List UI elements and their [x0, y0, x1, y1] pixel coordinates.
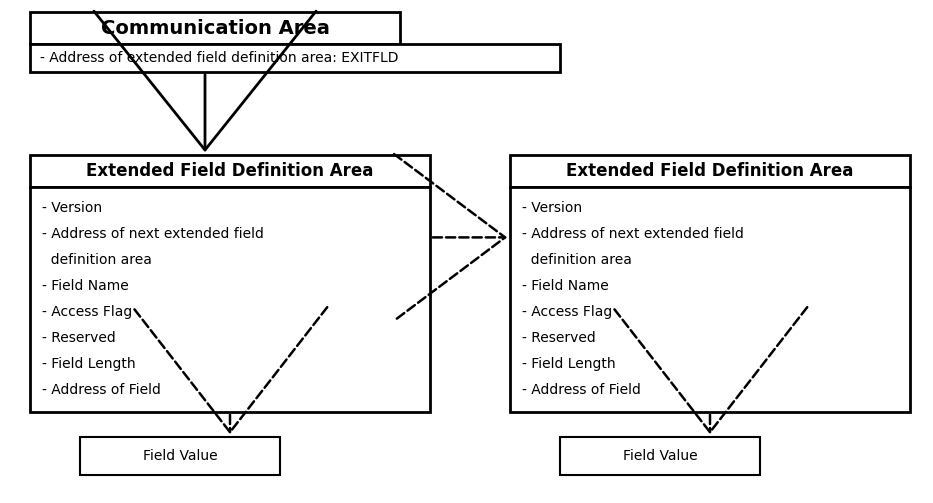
Text: Communication Area: Communication Area — [101, 19, 329, 38]
Text: - Field Name: - Field Name — [522, 279, 608, 293]
Bar — [30, 187, 430, 412]
Text: - Field Length: - Field Length — [522, 357, 616, 371]
Text: - Version: - Version — [42, 201, 102, 215]
Bar — [30, 44, 560, 72]
Text: - Address of extended field definition area: EXITFLD: - Address of extended field definition a… — [40, 51, 398, 65]
Bar — [80, 437, 280, 475]
Text: - Reserved: - Reserved — [42, 331, 116, 345]
Text: Field Value: Field Value — [143, 449, 217, 463]
Text: - Address of next extended field: - Address of next extended field — [42, 227, 264, 241]
Text: Extended Field Definition Area: Extended Field Definition Area — [566, 162, 854, 180]
Text: - Access Flag: - Access Flag — [522, 305, 612, 319]
Bar — [30, 155, 430, 187]
Text: Field Value: Field Value — [622, 449, 697, 463]
Text: - Address of next extended field: - Address of next extended field — [522, 227, 744, 241]
Text: definition area: definition area — [42, 253, 152, 267]
Text: - Access Flag: - Access Flag — [42, 305, 132, 319]
Bar — [560, 437, 760, 475]
Text: - Field Name: - Field Name — [42, 279, 129, 293]
Text: - Address of Field: - Address of Field — [522, 383, 641, 397]
Text: definition area: definition area — [522, 253, 632, 267]
Text: - Reserved: - Reserved — [522, 331, 596, 345]
Text: - Address of Field: - Address of Field — [42, 383, 160, 397]
Text: Extended Field Definition Area: Extended Field Definition Area — [87, 162, 374, 180]
Bar — [510, 187, 910, 412]
Text: - Version: - Version — [522, 201, 582, 215]
Text: - Field Length: - Field Length — [42, 357, 135, 371]
Bar — [510, 155, 910, 187]
Bar — [30, 12, 400, 44]
